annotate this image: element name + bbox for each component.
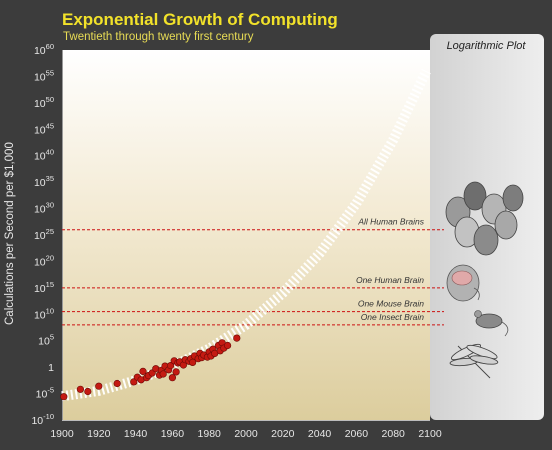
- data-point: [167, 362, 175, 370]
- reference-line-label: One Human Brain: [356, 275, 424, 285]
- x-tick-label: 1920: [87, 428, 111, 440]
- mouse-icon: [474, 310, 509, 337]
- data-point: [172, 368, 180, 376]
- y-tick-label: 1010: [34, 306, 54, 321]
- brain-head-icon: [446, 264, 480, 302]
- human-heads-icon: [445, 181, 524, 256]
- x-tick-label: 2100: [418, 428, 442, 440]
- x-tick-label: 1900: [50, 428, 74, 440]
- plot-left-edge: [62, 50, 63, 420]
- data-point: [233, 334, 241, 342]
- data-point: [168, 374, 176, 382]
- x-tick-label: 1940: [124, 428, 148, 440]
- y-tick-labels: 1060 1055 1050 1045 1040 1035 1030 1025 1020 1015…: [31, 42, 54, 427]
- data-point: [189, 358, 197, 367]
- y-tick-label: 10-10: [31, 412, 54, 427]
- data-point: [84, 387, 92, 396]
- x-tick-labels: 1900 1920 1940 1960 1980 2000 2020 2040 2060 2080…: [50, 428, 442, 440]
- data-point: [224, 341, 232, 350]
- data-point: [95, 382, 103, 390]
- y-tick-label: 1035: [34, 174, 54, 189]
- y-tick-label: 105: [38, 333, 54, 348]
- data-point: [113, 379, 121, 388]
- data-point: [76, 385, 84, 393]
- side-panel-title: Logarithmic Plot: [446, 40, 526, 52]
- dragonfly-icon: [449, 343, 499, 379]
- reference-line-label: One Insect Brain: [361, 312, 425, 322]
- data-points: [60, 334, 241, 401]
- y-tick-label: 1060: [34, 42, 54, 57]
- trend-band: [61, 68, 431, 402]
- x-tick-label: 2060: [345, 428, 369, 440]
- x-tick-label: 1980: [198, 428, 222, 440]
- reference-line-label: One Mouse Brain: [358, 299, 424, 309]
- x-axis-line: [62, 420, 430, 421]
- y-tick-label: 1: [48, 362, 54, 374]
- y-tick-label: 1020: [34, 253, 54, 268]
- data-point: [130, 378, 138, 386]
- chart-subtitle: Twentieth through twenty first century: [63, 31, 254, 43]
- y-tick-label: 10-5: [36, 386, 54, 401]
- y-tick-label: 1015: [34, 280, 54, 295]
- trend-path: [61, 68, 431, 402]
- y-tick-label: 1045: [34, 121, 54, 136]
- data-point: [139, 367, 147, 376]
- x-tick-label: 2000: [234, 428, 258, 440]
- data-point: [60, 393, 68, 401]
- x-tick-label: 2080: [382, 428, 406, 440]
- reference-lines: All Human Brains One Human Brain One Mouse…: [62, 217, 444, 326]
- y-tick-label: 1040: [34, 148, 54, 163]
- x-tick-label: 1960: [161, 428, 185, 440]
- chart-title: Exponential Growth of Computing: [62, 10, 338, 29]
- plot-area: [62, 50, 430, 420]
- y-tick-label: 1030: [34, 201, 54, 216]
- y-tick-label: 1025: [34, 227, 54, 242]
- reference-line-label: All Human Brains: [357, 217, 424, 227]
- data-point: [159, 370, 167, 378]
- x-tick-label: 2020: [271, 428, 295, 440]
- y-axis-label: Calculations per Second per $1,000: [4, 142, 16, 325]
- y-tick-label: 1055: [34, 68, 54, 83]
- x-tick-label: 2040: [308, 428, 332, 440]
- y-tick-label: 1050: [34, 95, 54, 110]
